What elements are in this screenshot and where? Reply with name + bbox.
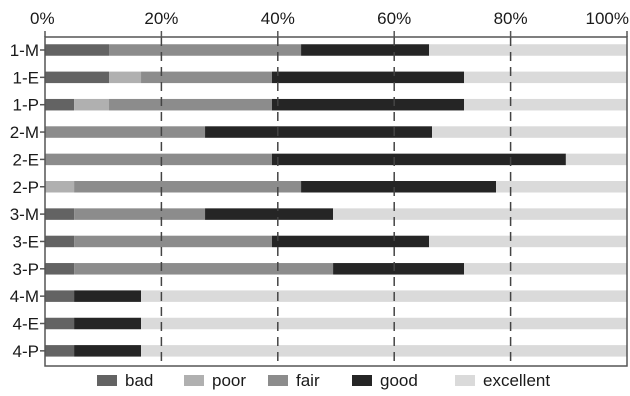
x-tick-label: 0% bbox=[30, 9, 55, 28]
legend-swatch-excellent bbox=[455, 375, 475, 386]
legend-swatch-good bbox=[352, 375, 372, 386]
bar-segment-bad-3-P bbox=[45, 263, 75, 275]
legend-label-good: good bbox=[380, 371, 418, 390]
category-label: 3-M bbox=[10, 205, 39, 224]
bar-segment-excellent-3-M bbox=[333, 208, 627, 220]
bar-segment-fair-1-M bbox=[109, 44, 302, 56]
bar-segment-good-2-P bbox=[301, 181, 497, 193]
bar-segment-excellent-2-P bbox=[496, 181, 627, 193]
bars-layer bbox=[45, 44, 627, 357]
bar-segment-good-4-E bbox=[74, 317, 142, 330]
bar-segment-excellent-1-M bbox=[429, 44, 627, 56]
legend-label-fair: fair bbox=[296, 371, 320, 390]
bar-segment-good-4-M bbox=[74, 290, 142, 302]
category-label: 2-M bbox=[10, 123, 39, 142]
category-label: 1-M bbox=[10, 41, 39, 60]
bar-segment-bad-1-E bbox=[45, 71, 110, 84]
bar-segment-good-3-M bbox=[205, 208, 334, 220]
category-label: 1-P bbox=[13, 96, 39, 115]
bar-segment-fair-1-P bbox=[109, 98, 272, 111]
legend-swatch-fair bbox=[268, 375, 288, 386]
bar-segment-good-2-M bbox=[205, 126, 433, 138]
bar-segment-excellent-4-M bbox=[141, 290, 627, 302]
x-tick-label: 80% bbox=[494, 9, 528, 28]
bar-segment-poor-2-P bbox=[45, 181, 75, 193]
grid-layer bbox=[160, 37, 512, 366]
bar-segment-bad-3-E bbox=[45, 235, 75, 248]
bar-segment-good-2-E bbox=[271, 153, 566, 166]
bar-segment-bad-4-E bbox=[45, 317, 75, 330]
bar-segment-bad-4-P bbox=[45, 345, 75, 357]
legend-swatch-bad bbox=[97, 375, 117, 386]
bar-segment-excellent-2-E bbox=[565, 153, 627, 166]
category-label: 3-E bbox=[13, 232, 39, 251]
x-tick-label: 20% bbox=[144, 9, 178, 28]
bar-segment-good-1-E bbox=[271, 71, 465, 84]
x-tick-label: 100% bbox=[586, 9, 629, 28]
bar-segment-fair-2-M bbox=[45, 126, 206, 138]
plot-frame bbox=[44, 36, 628, 367]
x-tick-label: 60% bbox=[377, 9, 411, 28]
bar-segment-fair-1-E bbox=[141, 71, 272, 84]
axis-layer: 0% 20% 40% 60% 80% 100% 1-M 1-E 1-P 2-M 2-E 2-P 3-M 3… bbox=[10, 9, 629, 367]
bar-segment-fair-2-E bbox=[45, 153, 272, 166]
bar-segment-excellent-2-M bbox=[432, 126, 627, 138]
bar-segment-bad-1-M bbox=[45, 44, 110, 56]
category-label: 3-P bbox=[13, 260, 39, 279]
bar-segment-good-1-M bbox=[301, 44, 430, 56]
bar-segment-fair-2-P bbox=[74, 181, 302, 193]
bar-segment-excellent-3-P bbox=[464, 263, 627, 275]
legend-label-bad: bad bbox=[125, 371, 153, 390]
bar-segment-poor-1-P bbox=[74, 98, 110, 111]
category-label: 4-P bbox=[13, 342, 39, 361]
bar-segment-fair-3-P bbox=[74, 263, 334, 275]
bar-segment-good-3-E bbox=[271, 235, 430, 248]
bar-segment-fair-3-E bbox=[74, 235, 272, 248]
bar-segment-excellent-1-E bbox=[464, 71, 627, 84]
bar-segment-excellent-3-E bbox=[429, 235, 627, 248]
bar-segment-poor-1-E bbox=[109, 71, 142, 84]
bar-segment-excellent-4-P bbox=[141, 345, 627, 357]
legend-label-poor: poor bbox=[212, 371, 246, 390]
bar-segment-bad-1-P bbox=[45, 98, 75, 111]
bar-segment-good-1-P bbox=[271, 98, 465, 111]
bar-segment-excellent-1-P bbox=[464, 98, 627, 111]
bar-segment-good-3-P bbox=[333, 263, 465, 275]
bar-segment-fair-3-M bbox=[74, 208, 206, 220]
x-tick-label: 40% bbox=[261, 9, 295, 28]
legend-swatch-poor bbox=[184, 375, 204, 386]
bar-segment-excellent-4-E bbox=[141, 317, 627, 330]
category-label: 2-E bbox=[13, 150, 39, 169]
bar-segment-good-4-P bbox=[74, 345, 142, 357]
legend-label-excellent: excellent bbox=[483, 371, 550, 390]
category-label: 2-P bbox=[13, 178, 39, 197]
category-label: 4-E bbox=[13, 315, 39, 334]
category-label: 4-M bbox=[10, 287, 39, 306]
legend: bad poor fair good excellent bbox=[97, 371, 550, 390]
bar-segment-bad-3-M bbox=[45, 208, 75, 220]
bar-segment-bad-4-M bbox=[45, 290, 75, 302]
category-label: 1-E bbox=[13, 68, 39, 87]
